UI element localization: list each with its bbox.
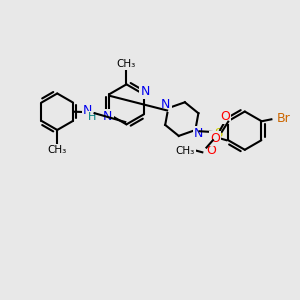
Text: O: O	[206, 144, 216, 157]
Text: Br: Br	[276, 112, 290, 124]
Text: CH₃: CH₃	[48, 145, 67, 155]
Text: H: H	[88, 112, 96, 122]
Text: S: S	[214, 127, 223, 140]
Text: CH₃: CH₃	[117, 59, 136, 69]
Text: O: O	[210, 132, 220, 145]
Text: N: N	[194, 127, 203, 140]
Text: N: N	[161, 98, 171, 111]
Text: N: N	[103, 110, 112, 123]
Text: O: O	[220, 110, 230, 123]
Text: N: N	[140, 85, 150, 98]
Text: CH₃: CH₃	[176, 146, 195, 155]
Text: N: N	[83, 104, 92, 117]
